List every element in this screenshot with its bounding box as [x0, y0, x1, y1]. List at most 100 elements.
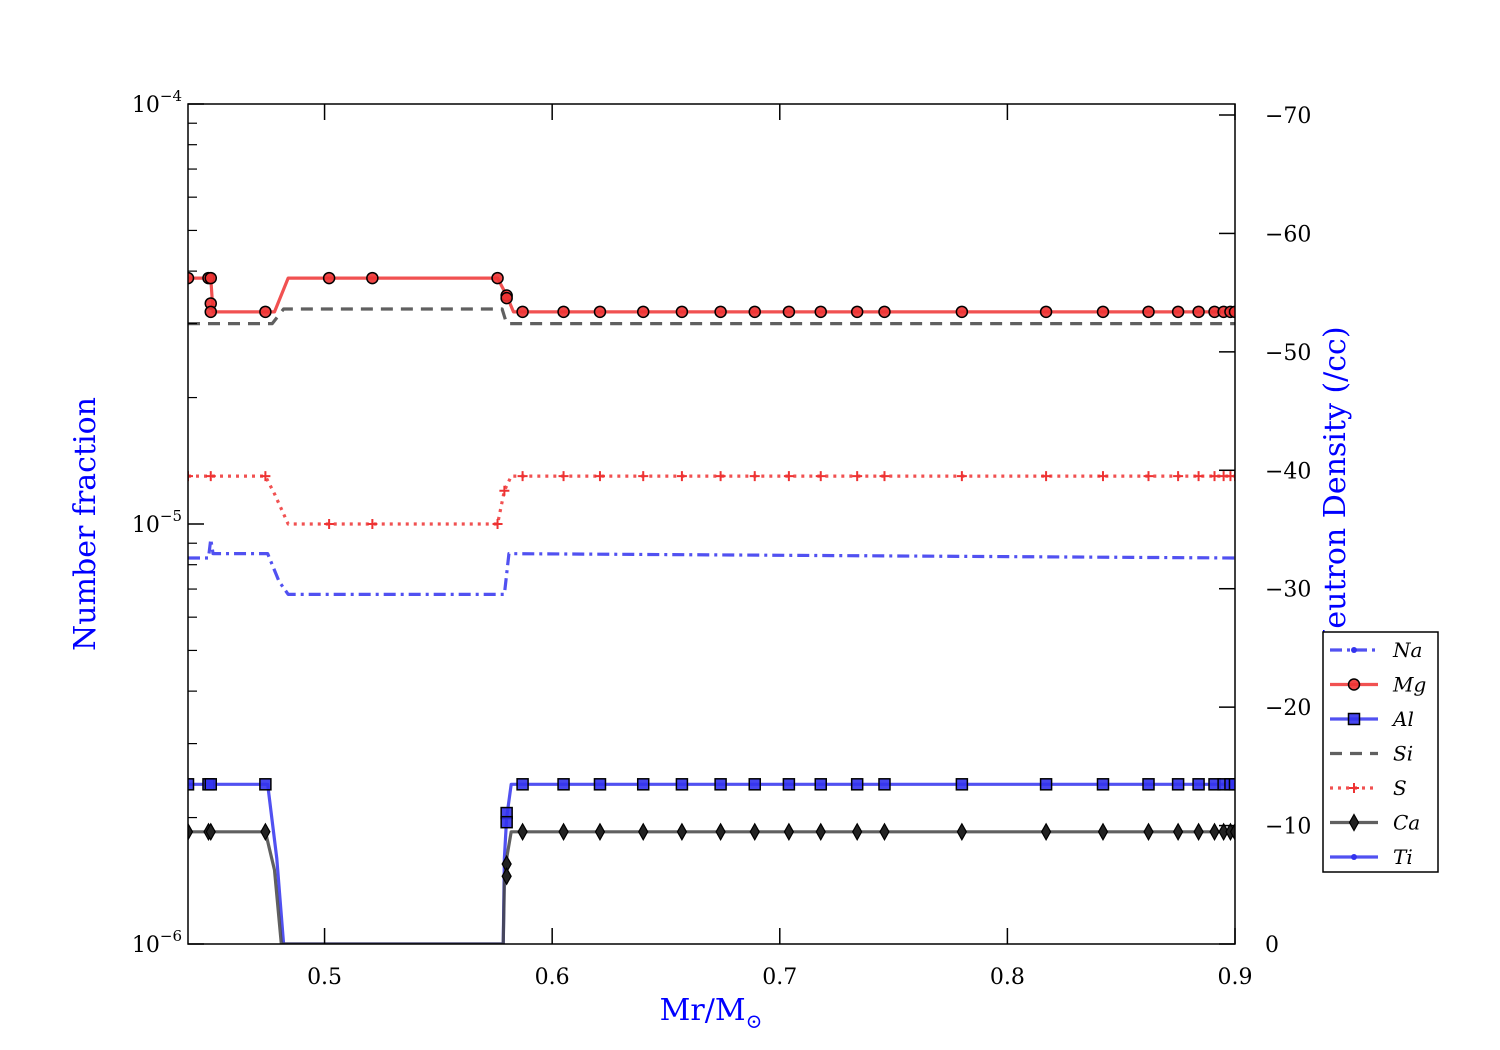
series-al-marker [500, 815, 513, 829]
series-s-marker [205, 471, 216, 482]
y-tick-label-exponent: −6 [160, 927, 182, 945]
y2-tick-label: −10 [1265, 815, 1311, 840]
series-ca-marker [638, 822, 649, 842]
y-tick-label-base: 10 [132, 513, 160, 538]
series-ca-marker [715, 822, 726, 842]
y2-tick-label: −70 [1265, 104, 1311, 129]
series-s-marker [638, 471, 649, 482]
series-s-marker [749, 471, 760, 482]
series-al-marker [1228, 778, 1235, 791]
x-tick-label: 0.5 [307, 965, 342, 990]
legend-s-label: S [1393, 776, 1407, 800]
series-al-marker [714, 778, 727, 791]
y-tick-label: 10−4 [132, 87, 182, 118]
legend-al-label: Al [1391, 707, 1414, 731]
series-ca-marker [851, 822, 863, 842]
series-ca-marker [1209, 822, 1220, 842]
series-mg-marker [1192, 305, 1205, 319]
series-mg-marker [557, 305, 570, 319]
y-tick-label: 10−6 [132, 927, 182, 958]
x-tick-label: 0.7 [762, 965, 797, 990]
series-al-marker [557, 778, 570, 791]
legend-s-marker [1349, 783, 1359, 793]
series-al-marker [1039, 778, 1053, 791]
series-mg-marker [782, 305, 796, 319]
series-s-marker [1041, 471, 1052, 482]
series-ca-marker [558, 822, 569, 842]
series-s-marker [879, 471, 890, 482]
series-si-line [188, 307, 1235, 326]
series-al-line [188, 782, 1235, 944]
series-mg-marker [491, 271, 504, 285]
series-s-marker [852, 471, 863, 482]
series-mg-marker [748, 305, 761, 319]
series-ca-marker [1218, 822, 1229, 842]
y2-tick-label: 0 [1265, 933, 1279, 958]
series-ca-marker [205, 822, 216, 842]
legend: Na Mg Al Si S Ca Ti [1322, 631, 1439, 873]
y-tick-label-base: 10 [132, 933, 160, 958]
legend-ti-marker [1351, 854, 1357, 860]
series-al-marker [1142, 778, 1155, 791]
series-s-marker [492, 519, 503, 529]
series-ca-line [188, 830, 1235, 944]
series-mg-line [188, 276, 1235, 314]
series-s-line [188, 474, 1235, 526]
series-ca-marker [1143, 822, 1154, 842]
x-tick-label: 0.8 [990, 965, 1025, 990]
y-tick-label: 10−5 [132, 507, 182, 538]
y-tick-label-base: 10 [132, 93, 160, 118]
series-mg-marker [593, 305, 607, 319]
series-ca-marker [1172, 822, 1184, 842]
y-tick-label-exponent: −5 [160, 507, 182, 525]
series-ca-marker [260, 822, 271, 842]
legend-na-marker [1351, 647, 1357, 653]
series-s-marker [367, 519, 378, 529]
series-s-marker [1193, 471, 1204, 482]
legend-al-marker [1347, 712, 1361, 726]
series-s-marker [1097, 471, 1108, 482]
series-al-marker [636, 778, 650, 791]
series-ca-marker [594, 822, 606, 842]
series-mg-marker [516, 305, 529, 319]
legend-na-label: Na [1392, 638, 1422, 662]
series-ca-marker [1193, 822, 1204, 842]
series-al-marker [782, 778, 796, 791]
series-s-marker [715, 471, 726, 482]
series-al-marker [675, 778, 689, 791]
y-axis-label: Number fraction [68, 397, 103, 651]
series-mg-marker [204, 271, 218, 285]
series-s-marker [594, 471, 605, 482]
x-axis-label: Mr/M⊙ [660, 993, 763, 1033]
series-mg-marker [878, 305, 891, 319]
series-ca-marker [676, 822, 688, 842]
series-al-marker [1171, 778, 1185, 791]
series-ca-marker [815, 822, 826, 842]
series-s-marker [517, 471, 528, 482]
series-s-marker [499, 485, 510, 496]
y2-tick-label: −40 [1265, 459, 1311, 484]
series-ca-marker [501, 867, 512, 886]
series-s-marker [260, 471, 271, 482]
series-layer [188, 271, 1235, 944]
series-ca-marker [956, 822, 968, 842]
legend-mg-marker [1347, 678, 1361, 691]
series-mg-marker [1142, 305, 1155, 319]
series-mg-marker [850, 305, 864, 319]
series-mg-marker [675, 305, 689, 319]
series-ca-marker [783, 822, 795, 842]
series-al-marker [748, 778, 761, 791]
series-al-marker [814, 778, 828, 791]
series-mg-marker [1096, 305, 1110, 319]
series-al-marker [259, 778, 272, 791]
series-al-marker [516, 778, 529, 791]
series-mg-marker [636, 305, 650, 319]
series-s-marker [324, 519, 335, 529]
series-ca-marker [517, 822, 528, 842]
series-s-marker [1173, 471, 1184, 482]
series-ca-marker [879, 822, 890, 842]
series-s-marker [1209, 471, 1220, 482]
series-s-marker [676, 471, 687, 482]
series-mg-marker [204, 305, 218, 319]
legend-ca-label: Ca [1393, 811, 1420, 835]
